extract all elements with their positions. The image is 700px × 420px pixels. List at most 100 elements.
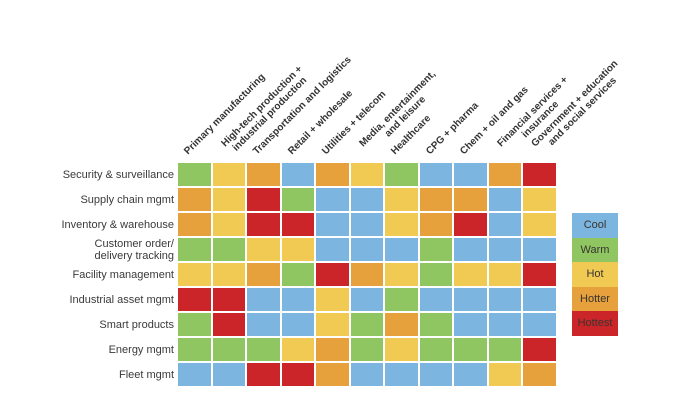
heatmap-cell-r8-c8	[419, 338, 452, 361]
heatmap-cell-r8-c6	[350, 338, 383, 361]
heatmap-cell-r1-c8	[419, 163, 452, 186]
heatmap-cell-r5-c10	[488, 263, 521, 286]
heatmap-cell-r5-c5	[316, 263, 349, 286]
heatmap-cell-r3-c4	[281, 213, 314, 236]
heatmap-cell-r6-c3	[247, 288, 280, 311]
heat-legend: Cool Warm Hot Hotter Hottest	[572, 213, 618, 336]
heatmap-cell-r2-c9	[454, 188, 487, 211]
row-label-8: Energy mgmt	[108, 343, 174, 356]
heatmap-cell-r5-c6	[350, 263, 383, 286]
heatmap-cell-r7-c6	[350, 313, 383, 336]
heatmap-cell-r8-c7	[385, 338, 418, 361]
heatmap-cell-r8-c11	[523, 338, 556, 361]
heatmap-cell-r1-c7	[385, 163, 418, 186]
heatmap-cell-r2-c4	[281, 188, 314, 211]
heatmap-cell-r8-c3	[247, 338, 280, 361]
heatmap-cell-r4-c2	[212, 238, 245, 261]
row-labels: Security & surveillance Supply chain mgmt…	[0, 163, 174, 388]
heatmap-cell-r5-c11	[523, 263, 556, 286]
heatmap-cell-r8-c10	[488, 338, 521, 361]
heatmap-cell-r4-c4	[281, 238, 314, 261]
heatmap-cell-r9-c4	[281, 363, 314, 386]
legend-item-hot: Hot	[572, 262, 618, 287]
heatmap-cell-r5-c3	[247, 263, 280, 286]
heatmap-cell-r4-c7	[385, 238, 418, 261]
heatmap-cell-r3-c7	[385, 213, 418, 236]
row-label-1: Security & surveillance	[62, 168, 174, 181]
heatmap-cell-r6-c8	[419, 288, 452, 311]
heatmap-cell-r3-c10	[488, 213, 521, 236]
legend-item-warm: Warm	[572, 237, 618, 262]
heatmap-cell-r4-c5	[316, 238, 349, 261]
heatmap-cell-r8-c9	[454, 338, 487, 361]
heatmap-cell-r7-c8	[419, 313, 452, 336]
heatmap-cell-r3-c1	[178, 213, 211, 236]
heatmap-cell-r1-c10	[488, 163, 521, 186]
heatmap-cell-r1-c11	[523, 163, 556, 186]
heatmap-cell-r5-c9	[454, 263, 487, 286]
heatmap-cell-r9-c8	[419, 363, 452, 386]
heatmap-cell-r2-c8	[419, 188, 452, 211]
heatmap-cell-r8-c4	[281, 338, 314, 361]
heatmap-cell-r9-c1	[178, 363, 211, 386]
heatmap-cell-r3-c9	[454, 213, 487, 236]
heatmap-cell-r6-c10	[488, 288, 521, 311]
heatmap-cell-r7-c3	[247, 313, 280, 336]
heatmap-cell-r9-c5	[316, 363, 349, 386]
row-label-2: Supply chain mgmt	[80, 193, 174, 206]
heatmap-cell-r3-c5	[316, 213, 349, 236]
heatmap-cell-r4-c1	[178, 238, 211, 261]
heatmap-cell-r5-c4	[281, 263, 314, 286]
heatmap-cell-r6-c11	[523, 288, 556, 311]
heatmap-cell-r1-c2	[212, 163, 245, 186]
heatmap-cell-r2-c10	[488, 188, 521, 211]
heatmap-cell-r3-c2	[212, 213, 245, 236]
row-label-4: Customer order/delivery tracking	[94, 237, 174, 262]
heatmap-cell-r2-c1	[178, 188, 211, 211]
heatmap-cell-r4-c9	[454, 238, 487, 261]
heatmap-cell-r4-c3	[247, 238, 280, 261]
heatmap-cell-r9-c9	[454, 363, 487, 386]
heatmap-cell-r2-c3	[247, 188, 280, 211]
heatmap-cell-r8-c2	[212, 338, 245, 361]
heatmap-cell-r9-c6	[350, 363, 383, 386]
heatmap-cell-r6-c2	[212, 288, 245, 311]
heatmap-cell-r1-c6	[350, 163, 383, 186]
heatmap-cell-r6-c5	[316, 288, 349, 311]
heatmap-cell-r6-c9	[454, 288, 487, 311]
heatmap-cell-r2-c11	[523, 188, 556, 211]
column-headers: Primary manufacturing High-tech productio…	[0, 0, 700, 163]
heatmap-cell-r1-c1	[178, 163, 211, 186]
heatmap-cell-r6-c4	[281, 288, 314, 311]
row-label-7: Smart products	[99, 318, 174, 331]
row-label-9: Fleet mgmt	[118, 368, 174, 381]
heatmap-cell-r9-c7	[385, 363, 418, 386]
heatmap-cell-r3-c8	[419, 213, 452, 236]
heatmap-cell-r9-c3	[247, 363, 280, 386]
heatmap-cell-r7-c5	[316, 313, 349, 336]
legend-item-hotter: Hotter	[572, 286, 618, 311]
legend-item-hottest: Hottest	[572, 311, 618, 336]
heatmap-cell-r4-c11	[523, 238, 556, 261]
heatmap-cell-r6-c7	[385, 288, 418, 311]
heatmap-cell-r5-c2	[212, 263, 245, 286]
heatmap-cell-r3-c11	[523, 213, 556, 236]
heatmap-cell-r8-c1	[178, 338, 211, 361]
heatmap-cell-r5-c1	[178, 263, 211, 286]
heatmap-cell-r4-c6	[350, 238, 383, 261]
heatmap-cell-r7-c2	[212, 313, 245, 336]
heatmap-cell-r6-c6	[350, 288, 383, 311]
heatmap-cell-r7-c1	[178, 313, 211, 336]
heatmap-cell-r4-c8	[419, 238, 452, 261]
heatmap-cell-r1-c4	[281, 163, 314, 186]
row-label-3: Inventory & warehouse	[61, 218, 174, 231]
heatmap-cell-r2-c7	[385, 188, 418, 211]
heatmap-cell-r9-c11	[523, 363, 556, 386]
heatmap-cell-r7-c7	[385, 313, 418, 336]
row-label-6: Industrial asset mgmt	[69, 293, 174, 306]
heatmap-cell-r9-c2	[212, 363, 245, 386]
heatmap-cell-r5-c7	[385, 263, 418, 286]
heatmap-cell-r7-c11	[523, 313, 556, 336]
heatmap-cell-r7-c4	[281, 313, 314, 336]
